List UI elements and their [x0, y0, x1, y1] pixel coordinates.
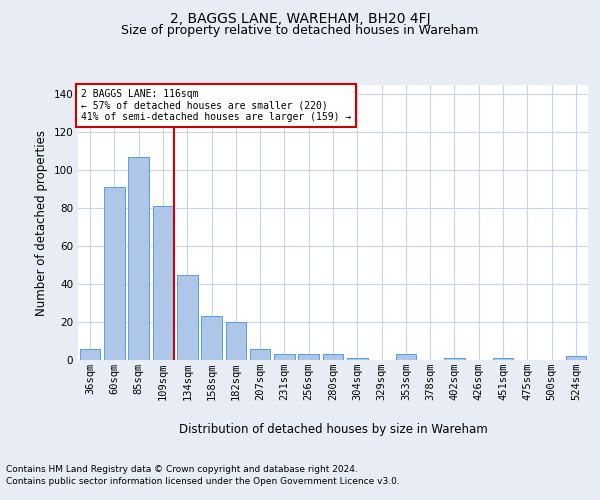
- Bar: [177, 274, 197, 360]
- Bar: [347, 358, 368, 360]
- Bar: [80, 348, 100, 360]
- Text: Size of property relative to detached houses in Wareham: Size of property relative to detached ho…: [121, 24, 479, 37]
- Bar: [566, 356, 586, 360]
- Bar: [104, 188, 125, 360]
- Text: 2 BAGGS LANE: 116sqm
← 57% of detached houses are smaller (220)
41% of semi-deta: 2 BAGGS LANE: 116sqm ← 57% of detached h…: [80, 89, 351, 122]
- Text: Distribution of detached houses by size in Wareham: Distribution of detached houses by size …: [179, 422, 487, 436]
- Bar: [444, 358, 465, 360]
- Bar: [250, 348, 271, 360]
- Bar: [395, 354, 416, 360]
- Bar: [226, 322, 246, 360]
- Bar: [152, 206, 173, 360]
- Bar: [274, 354, 295, 360]
- Y-axis label: Number of detached properties: Number of detached properties: [35, 130, 48, 316]
- Text: Contains HM Land Registry data © Crown copyright and database right 2024.: Contains HM Land Registry data © Crown c…: [6, 465, 358, 474]
- Bar: [493, 358, 514, 360]
- Bar: [298, 354, 319, 360]
- Text: 2, BAGGS LANE, WAREHAM, BH20 4FJ: 2, BAGGS LANE, WAREHAM, BH20 4FJ: [170, 12, 430, 26]
- Bar: [128, 157, 149, 360]
- Bar: [201, 316, 222, 360]
- Text: Contains public sector information licensed under the Open Government Licence v3: Contains public sector information licen…: [6, 478, 400, 486]
- Bar: [323, 354, 343, 360]
